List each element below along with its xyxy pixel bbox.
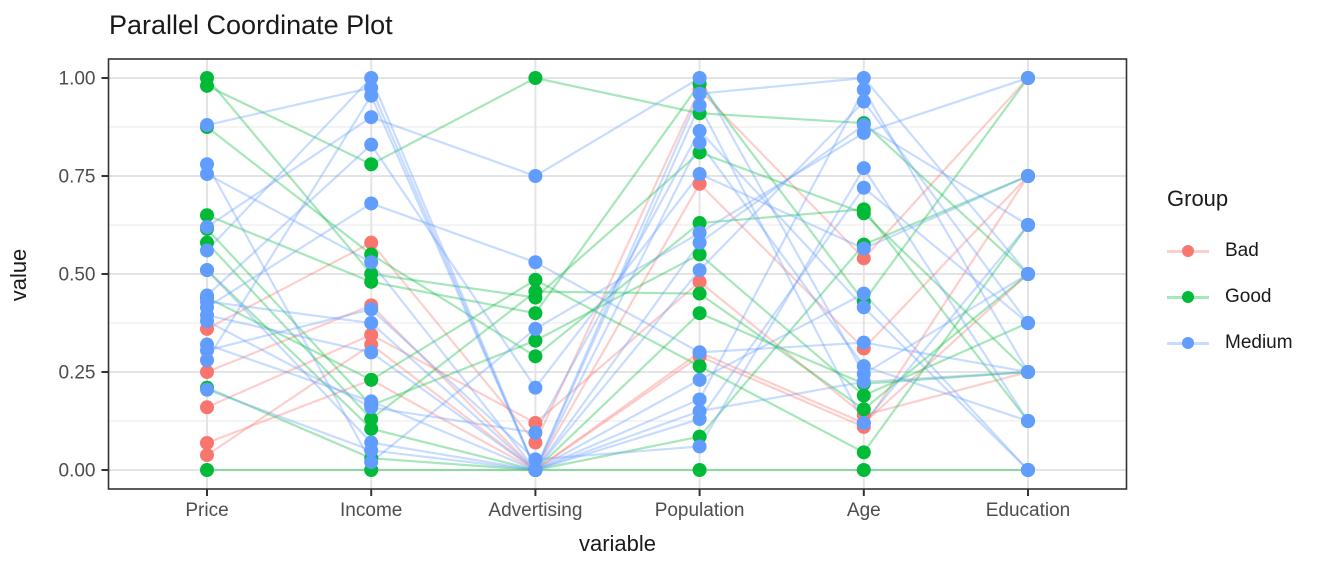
svg-text:0.25: 0.25	[59, 363, 96, 384]
plot-title: Parallel Coordinate Plot	[109, 10, 393, 40]
legend-label-medium: Medium	[1225, 332, 1293, 353]
legend-label-good: Good	[1225, 286, 1272, 307]
svg-text:Population: Population	[655, 500, 745, 521]
legend-dot-icon	[1182, 337, 1194, 349]
legend-key-bad	[1167, 240, 1209, 262]
svg-text:Income: Income	[340, 500, 402, 521]
svg-text:Price: Price	[185, 500, 228, 521]
x-axis-title: variable	[578, 531, 657, 556]
legend-dot-icon	[1182, 291, 1194, 303]
legend-entry-bad: Bad	[1167, 228, 1293, 274]
y-axis-title: value	[6, 248, 31, 302]
legend-key-medium	[1167, 332, 1209, 354]
legend-entry-medium: Medium	[1167, 320, 1293, 366]
legend-title: Group	[1167, 186, 1229, 211]
svg-text:Age: Age	[847, 500, 881, 521]
svg-text:Education: Education	[986, 500, 1071, 521]
svg-text:1.00: 1.00	[59, 69, 96, 90]
svg-text:0.00: 0.00	[59, 461, 96, 482]
legend-key-good	[1167, 286, 1209, 308]
svg-text:0.50: 0.50	[59, 265, 96, 286]
legend-dot-icon	[1182, 245, 1194, 257]
legend-entry-good: Good	[1167, 274, 1293, 320]
svg-text:Advertising: Advertising	[488, 500, 582, 521]
legend-label-bad: Bad	[1225, 240, 1259, 261]
svg-text:0.75: 0.75	[59, 167, 96, 188]
legend: Group Bad Good Medium	[1167, 186, 1293, 366]
